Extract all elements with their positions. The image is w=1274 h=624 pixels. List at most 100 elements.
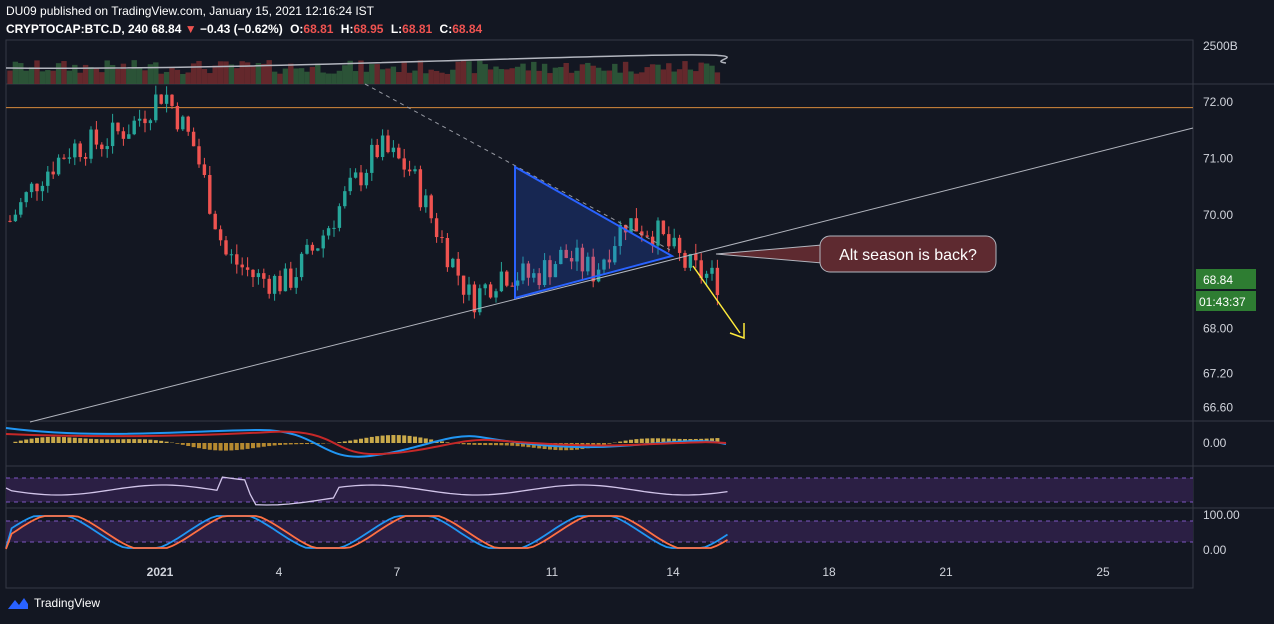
macd-histogram-bar xyxy=(251,443,255,449)
footer-brand[interactable]: TradingView xyxy=(6,596,100,610)
volume-bar xyxy=(104,60,110,84)
volume-bar xyxy=(34,60,40,84)
volume-bar xyxy=(644,67,650,84)
volume-bar xyxy=(703,63,710,84)
candle-body xyxy=(186,116,190,132)
volume-bar xyxy=(444,73,451,84)
drawings[interactable]: Alt season is back? xyxy=(29,83,1194,423)
macd-histogram-bar xyxy=(29,438,34,443)
macd-histogram-bar xyxy=(89,438,93,443)
volume-bar xyxy=(412,70,418,84)
brand-name: TradingView xyxy=(34,596,101,610)
volume-bar xyxy=(682,61,688,84)
volume-bar xyxy=(471,73,478,84)
candle-body xyxy=(467,284,471,295)
volume-bar xyxy=(66,70,73,84)
volume-bar xyxy=(363,71,370,84)
volume-bar xyxy=(342,65,348,84)
volume-bar xyxy=(396,72,402,84)
candle-body xyxy=(542,260,547,286)
descending-trendline xyxy=(364,83,671,251)
time-tick-label: 2021 xyxy=(147,565,174,579)
close-label: C: xyxy=(439,22,453,36)
volume-bar xyxy=(606,70,613,84)
time-tick-label: 25 xyxy=(1096,565,1110,579)
candle-body xyxy=(321,235,325,249)
macd-histogram-bar xyxy=(639,438,644,443)
symbol-name[interactable]: CRYPTOCAP:BTC.D, 240 xyxy=(6,22,149,36)
macd-histogram-bar xyxy=(272,443,277,446)
volume-bar xyxy=(309,66,316,84)
countdown-badge-text: 01:43:37 xyxy=(1199,295,1246,309)
support-trendline xyxy=(29,127,1194,423)
volume-bar xyxy=(547,73,553,84)
publish-info: DU09 published on TradingView.com, Janua… xyxy=(6,4,375,18)
macd-histogram-bar xyxy=(143,439,147,443)
candle-body xyxy=(121,131,126,139)
candle-body xyxy=(262,273,266,279)
macd-histogram-bar xyxy=(256,443,261,448)
volume-bar xyxy=(612,63,618,84)
volume-ma-line xyxy=(5,54,728,70)
stoch-d-line xyxy=(5,515,728,550)
volume-bar xyxy=(487,69,494,84)
candle-body xyxy=(407,169,412,172)
macd-histogram-bar xyxy=(67,437,72,443)
volume-bar xyxy=(671,71,677,84)
candle-body xyxy=(656,220,660,246)
candle-body xyxy=(645,235,649,237)
volume-bar xyxy=(255,63,262,84)
macd-histogram-bar xyxy=(105,439,110,443)
volume-bar xyxy=(228,64,235,84)
macd-histogram-bar xyxy=(440,441,444,443)
time-tick-label: 4 xyxy=(276,565,283,579)
volume-bar xyxy=(153,62,159,84)
macd-histogram-bar xyxy=(321,443,326,444)
volume-bar xyxy=(401,61,407,84)
macd-histogram-bar xyxy=(467,443,471,445)
macd-histogram-bar xyxy=(634,439,639,443)
volume-bar xyxy=(136,67,143,84)
candle-body xyxy=(164,94,169,104)
candle-body xyxy=(283,268,288,292)
volume-bar xyxy=(109,65,116,84)
volume-bar xyxy=(406,72,413,84)
high-label: H: xyxy=(340,22,354,36)
candle-body xyxy=(218,229,223,241)
macd-histogram-bar xyxy=(94,439,99,443)
candle-body xyxy=(413,169,417,172)
candle-body xyxy=(310,244,315,251)
volume-bar xyxy=(541,63,548,84)
volume-bar xyxy=(298,68,305,84)
low-value: 68.81 xyxy=(402,22,433,36)
volume-bar xyxy=(428,69,434,84)
stoch-axis-label: 100.00 xyxy=(1203,508,1240,522)
volume-bar xyxy=(352,71,359,84)
volume-bar xyxy=(207,73,213,84)
candle-body xyxy=(683,252,687,268)
time-tick-label: 21 xyxy=(939,565,953,579)
macd-histogram-bar xyxy=(337,442,342,443)
candle-body xyxy=(100,144,104,150)
breakdown-arrow-head xyxy=(729,323,745,340)
volume-bar xyxy=(536,70,542,84)
candle-body xyxy=(704,273,709,278)
macd-histogram-bar xyxy=(56,436,61,443)
volume-bar xyxy=(660,69,667,84)
candle-body xyxy=(159,94,163,104)
candle-body xyxy=(83,157,88,159)
volume-bar xyxy=(655,64,661,84)
volume-bar xyxy=(601,70,607,84)
candle-body xyxy=(289,268,293,288)
macd-histogram-bar xyxy=(159,440,164,443)
macd-histogram-bar xyxy=(369,436,374,443)
candle-body xyxy=(337,206,342,228)
candle-body xyxy=(424,195,428,208)
volume-bar xyxy=(163,71,170,84)
macd-histogram-bar xyxy=(153,440,158,443)
candle-body xyxy=(694,253,698,261)
rsi-band xyxy=(6,478,1193,502)
time-tick-label: 14 xyxy=(666,565,680,579)
macd-histogram-bar xyxy=(267,443,272,447)
